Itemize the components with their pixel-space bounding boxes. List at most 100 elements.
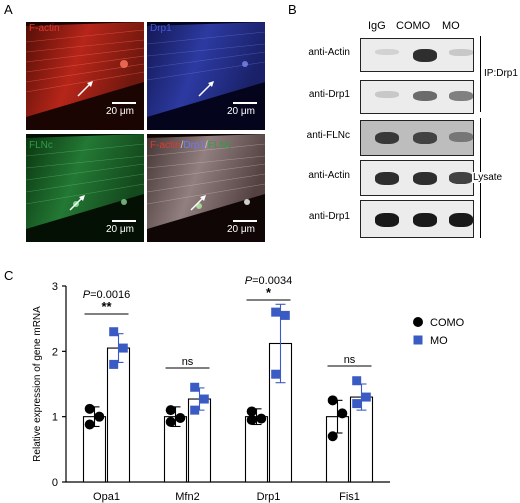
panel-letter-c: C [4,268,14,283]
scale-bar [233,102,257,104]
bracket-line [480,36,481,112]
micro-factin-image: F-actin 20 μm [26,22,144,130]
micro-factin-label: F-actin [29,23,60,34]
arrow-icon [198,81,214,97]
data-point-como [84,419,95,430]
blot-band [413,49,437,62]
blot-membrane [360,160,474,196]
scale-bar [112,220,136,222]
scale-bar [233,220,257,222]
legend-marker-mo [413,335,423,345]
blot-row-label: anti-Drp1 [308,89,350,100]
data-point-mo [361,392,371,402]
data-point-como [165,405,176,416]
x-tick-label: Opa1 [93,491,120,503]
y-tick-label: 2 [52,346,58,358]
micro-drp1-image: Drp1 20 μm [147,22,265,130]
data-point-mo [109,359,119,369]
p-value: =0.0016 [90,289,130,301]
blot-band [375,213,399,227]
legend-marker-como [413,317,423,327]
data-point-como [246,406,257,417]
blot-membrane [360,80,474,114]
blot-band [375,132,399,145]
blot-band [449,49,473,56]
bracket-label-lysate: Lysate [472,172,504,183]
p-letter: P [83,289,91,301]
data-point-como [84,403,95,414]
data-point-como [327,395,338,406]
p-value-label: P=0.0034 [245,275,292,287]
data-point-mo [352,399,362,409]
p-value: =0.0034 [252,275,292,287]
scale-bar-text: 20 μm [227,106,255,117]
blot-band [449,91,473,101]
data-point-mo [352,376,362,386]
arrow-icon [190,195,206,211]
blot-band [375,172,399,185]
scale-bar-text: 20 μm [106,224,134,235]
data-point-mo [190,382,200,392]
data-point-mo [271,369,281,379]
blot-band [449,172,473,184]
blot-row-label: anti-Actin [308,47,350,58]
blot-band [449,213,473,227]
merge-label-flnc: FLNc [207,140,232,151]
bar-como [244,416,269,483]
micro-flnc-texture [26,134,144,229]
blot-band [413,172,437,185]
data-point-como [246,414,257,425]
bar-chart: 0 1 2 3 Relative expression of gene mRNA Opa1… [32,275,465,503]
data-point-como [256,413,267,424]
blot-membrane [360,38,474,72]
p-letter: P [245,275,253,287]
micro-factin-texture [26,22,144,117]
blot-col-label: IgG [368,20,386,32]
micro-flnc-image: FLNc 20 μm [26,134,144,242]
data-point-mo [118,343,128,353]
legend-label-mo: MO [430,335,448,347]
data-point-como [327,431,338,442]
scale-bar-text: 20 μm [227,224,255,235]
significance-stars: ns [182,356,194,368]
micro-flnc-label: FLNc [29,140,53,151]
data-point-como [175,412,186,423]
merge-label-factin: F-actin [150,140,181,151]
panel-letter-b: B [288,2,297,17]
data-point-como [337,408,348,419]
data-point-mo [271,307,281,317]
x-tick-label: Drp1 [257,491,281,503]
micro-merge-image: F-actin/Drp1/FLNc 20 μm [147,134,265,242]
blot-membrane [360,120,474,156]
data-point-mo [109,327,119,337]
blot-band [413,91,437,102]
blot-band [449,132,473,142]
significance-stars: * [266,285,272,300]
y-tick-label: 1 [52,412,58,424]
data-point-mo [280,310,290,320]
blot-band [375,91,399,98]
blot-col-label: MO [442,20,460,32]
scale-bar-text: 20 μm [106,106,134,117]
panel-letter-a: A [4,2,13,17]
y-tick-label: 0 [52,477,58,489]
significance-stars: ** [101,299,112,314]
blot-row-label: anti-Drp1 [308,211,350,222]
x-tick-label: Fis1 [339,491,360,503]
blot-col-label: COMO [396,20,431,32]
x-tick-label: Mfn2 [175,491,199,503]
bracket-label-ip: IP:Drp1 [484,68,518,79]
scale-bar [112,102,136,104]
micro-merge-texture [147,134,265,229]
legend-label-como: COMO [430,317,465,329]
merge-label-sep: / [180,140,184,151]
blot-band [413,213,437,227]
blot-membrane [360,200,474,238]
micro-merge-label: F-actin/Drp1/FLNc [150,140,232,151]
blot-row-label: anti-Actin [308,170,350,181]
merge-label-sep: / [205,140,208,151]
arrow-icon [69,195,85,211]
blot-band [413,132,437,144]
p-value-label: P=0.0016 [83,289,130,301]
y-tick-label: 3 [52,281,58,293]
